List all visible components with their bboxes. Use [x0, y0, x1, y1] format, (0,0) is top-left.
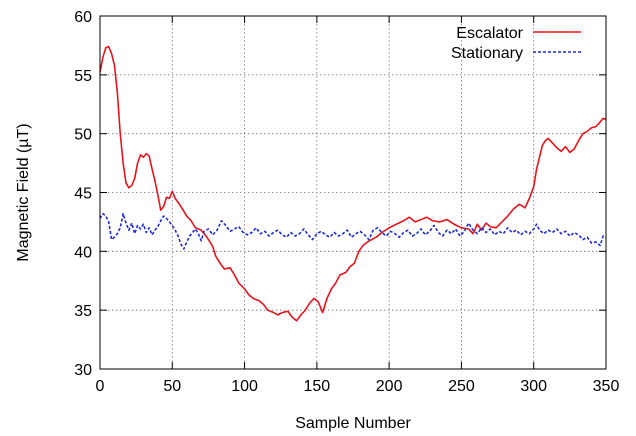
x-tick-label: 150: [304, 378, 331, 395]
x-axis-label: Sample Number: [295, 415, 411, 432]
y-tick-label: 30: [74, 362, 92, 379]
y-tick-label: 50: [74, 127, 92, 144]
legend-label-escalator: Escalator: [456, 25, 523, 42]
y-tick-label: 35: [74, 303, 92, 320]
x-tick-label: 350: [593, 378, 620, 395]
legend-label-stationary: Stationary: [451, 45, 523, 62]
x-tick-label: 200: [376, 378, 403, 395]
y-tick-label: 55: [74, 68, 92, 85]
y-tick-label: 40: [74, 244, 92, 261]
x-tick-label: 250: [448, 378, 475, 395]
y-axis-label: Magnetic Field (µT): [15, 123, 32, 261]
x-tick-label: 50: [163, 378, 181, 395]
y-tick-label: 60: [74, 9, 92, 26]
x-tick-label: 100: [231, 378, 258, 395]
series-layer: [99, 45, 607, 322]
grid: [100, 16, 606, 369]
ticks: 0 50 100 150 200 250 300 350 30 35 40 45 50 55 60: [74, 9, 619, 395]
series-line-escalator: [99, 45, 607, 322]
legend: Escalator Stationary: [451, 25, 581, 62]
series-line-stationary: [99, 212, 607, 250]
x-tick-label: 0: [96, 378, 105, 395]
y-tick-label: 45: [74, 186, 92, 203]
x-tick-label: 300: [520, 378, 547, 395]
